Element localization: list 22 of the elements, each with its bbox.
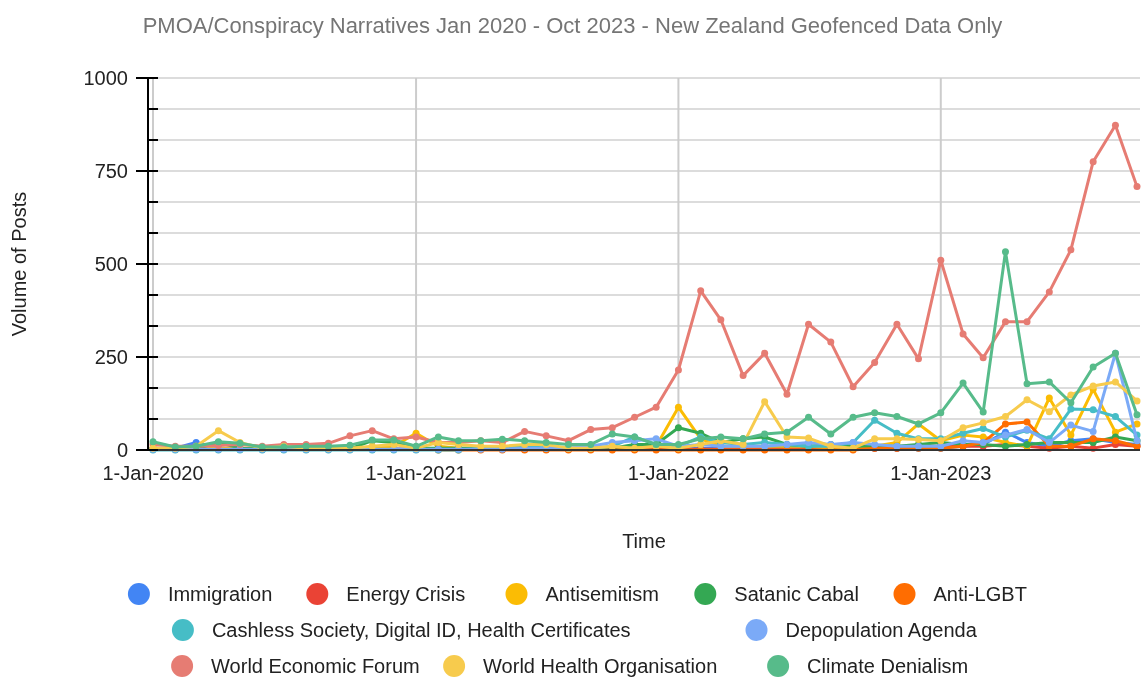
y-tick-label: 0	[116, 439, 128, 461]
y-axis-title: Volume of Posts	[8, 191, 30, 337]
x-tick-label: 1-Jan-2021	[365, 462, 467, 484]
legend-label: Immigration	[167, 583, 273, 605]
legend-label: Antisemitism	[545, 583, 659, 605]
y-tick-label: 250	[94, 346, 128, 368]
y-tick-label: 500	[94, 253, 128, 275]
legend-label: Depopulation Agenda	[785, 619, 978, 641]
chart-title: PMOA/Conspiracy Narratives Jan 2020 - Oct 2023 - New Zealand Geofenced Data Only	[142, 13, 1003, 38]
legend-label: Energy Crisis	[346, 583, 466, 605]
y-tick-label: 750	[94, 160, 128, 182]
legend-label: World Health Organisation	[483, 655, 718, 677]
legend-label: Anti-LGBT	[933, 583, 1027, 605]
legend-label: World Economic Forum	[211, 655, 420, 677]
x-tick-label: 1-Jan-2023	[890, 462, 992, 484]
legend-label: Satanic Cabal	[734, 583, 859, 605]
legend-label: Climate Denialism	[807, 655, 969, 677]
y-tick-label: 1000	[83, 67, 128, 89]
x-tick-label: 1-Jan-2022	[627, 462, 730, 484]
x-axis-title: Time	[622, 530, 666, 552]
x-tick-label: 1-Jan-2020	[102, 462, 204, 484]
legend-label: Cashless Society, Digital ID, Health Certificates	[211, 619, 631, 641]
